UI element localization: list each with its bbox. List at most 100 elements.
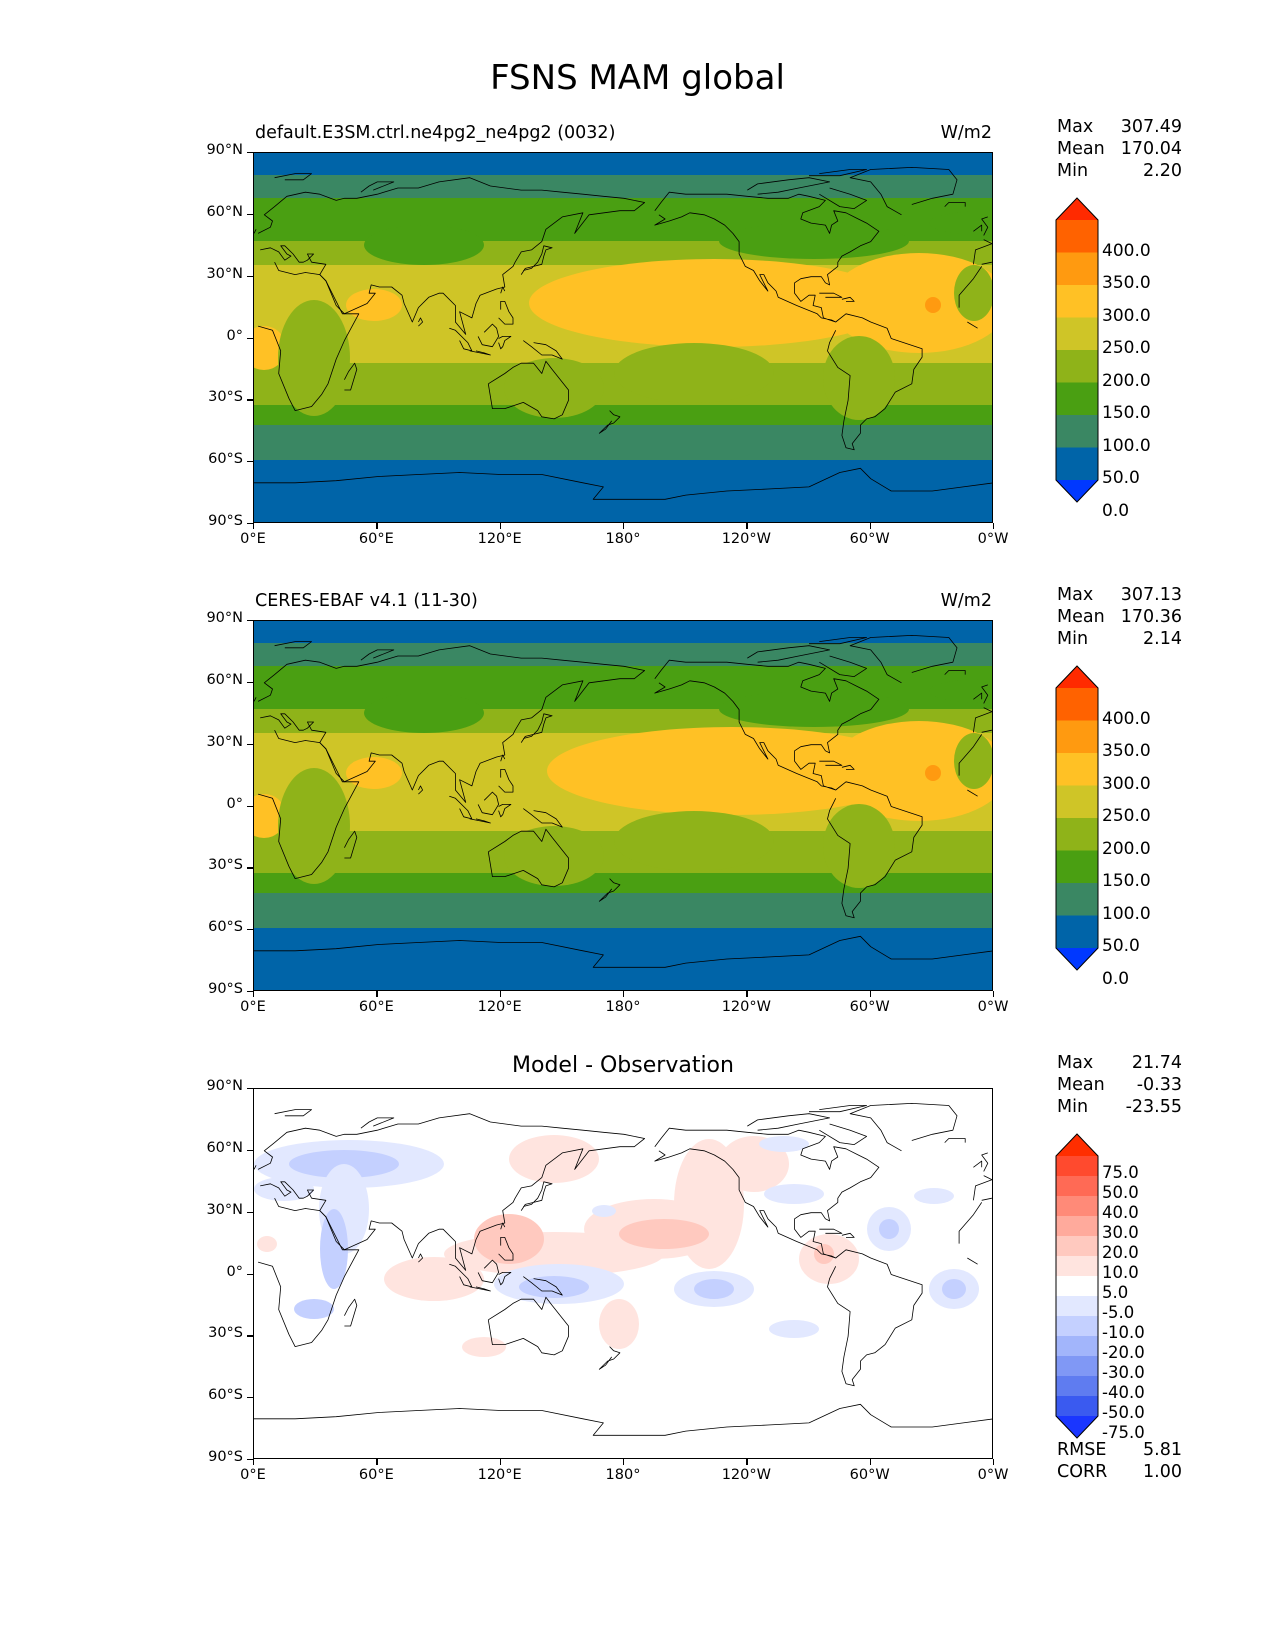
lon-tick [499,1459,501,1465]
lon-tick-label: 0°W [977,531,1009,547]
lat-tick [247,1149,253,1152]
lat-tick [247,991,253,993]
colorbar-tick-label: 50.0 [1102,936,1140,956]
stat-max-label: Max [1057,117,1094,137]
rmse-value: 5.81 [1143,1440,1182,1460]
stat-max-value: 307.13 [1120,585,1182,605]
panel-1-units: W/m2 [940,123,992,143]
lat-tick [247,152,253,154]
panel-3-colorbar: 75.0 50.0 40.0 30.0 20.0 10.0 5.0 -5.0 -10.0 -20.… [1054,1132,1145,1444]
lon-tick-label: 120°W [721,1467,771,1483]
lat-tick-label: 0° [226,327,243,344]
colorbar-tick-label: -50.0 [1102,1403,1145,1422]
lon-tick-label: 180° [605,531,641,547]
panel-3-subtitle: Model - Observation [512,1053,734,1078]
stat-mean-label: Mean [1057,1075,1105,1095]
colorbar-tick-label: -10.0 [1102,1323,1145,1342]
lat-tick [247,929,253,931]
lat-tick-label: 30°N [206,265,243,282]
lat-tick [247,1211,253,1213]
lon-tick-label: 180° [605,999,641,1015]
lon-tick [253,1459,255,1465]
colorbar-tick-label: 50.0 [1102,1183,1139,1202]
lat-tick-label: 90°S [208,1449,243,1465]
stat-max-label: Max [1057,1053,1094,1073]
lat-tick-label: 30°N [206,733,243,750]
lon-tick [623,523,625,529]
colorbar-tick-label: 150.0 [1102,871,1151,891]
lat-tick-label: 90°N [206,1078,243,1094]
lon-tick [993,991,995,997]
lon-tick [746,991,748,997]
lat-tick [247,743,253,745]
colorbar-tick-label: -30.0 [1102,1363,1145,1382]
lat-tick-label: 60°S [208,451,243,468]
colorbar-tick-label: 30.0 [1102,1223,1139,1242]
stat-max-value: 21.74 [1131,1053,1182,1073]
lat-tick-label: 60°N [206,1139,243,1156]
lat-tick [247,1459,253,1461]
panel-3-map [253,1088,993,1459]
stat-min-value: 2.20 [1143,161,1182,181]
colorbar-tick-label: 0.0 [1102,500,1130,521]
stat-mean-label: Mean [1057,139,1105,159]
lon-tick-label: 0°E [240,999,266,1015]
lon-tick-label: 60°E [358,999,394,1015]
colorbar-tick-label: 400.0 [1102,240,1151,261]
lat-tick [247,399,253,401]
lon-tick [869,523,871,529]
lon-tick [253,991,255,997]
lon-tick [993,1459,995,1465]
lat-tick-label: 0° [226,795,243,812]
panel-1-map [253,152,993,523]
lon-tick-label: 60°W [849,531,890,547]
lat-tick-label: 0° [226,1263,243,1280]
lon-tick [376,523,378,529]
panel-2-colorbar: 400.0 350.0 300.0 250.0 200.0 150.0 100.0 50.0 0… [1054,664,1151,989]
lat-tick-label: 60°N [206,671,243,688]
lon-tick [623,991,625,997]
lon-tick [376,991,378,997]
lat-tick-label: 90°N [206,610,243,626]
colorbar-tick-label: 250.0 [1102,338,1151,358]
lat-tick [247,1273,253,1275]
figure-title: FSNS MAM global [490,58,785,98]
lon-tick-label: 120°E [477,531,522,547]
panel-1-stats: Max 307.49 Mean 170.04 Min 2.20 [1057,116,1182,182]
stat-mean-value: 170.04 [1120,139,1182,159]
stat-max-label: Max [1057,585,1094,605]
stat-min-value: -23.55 [1125,1097,1182,1117]
lat-tick [247,523,253,525]
colorbar-svg [1055,197,1099,503]
lat-tick-label: 60°S [208,1387,243,1404]
colorbar-tick-label: 350.0 [1102,273,1151,293]
colorbar-tick-label: 150.0 [1102,403,1151,423]
stat-min-label: Min [1057,161,1089,181]
lat-tick-label: 60°S [208,919,243,936]
colorbar-tick-label: 300.0 [1102,305,1151,326]
colorbar-svg [1055,1133,1099,1439]
colorbar-tick-label: 10.0 [1102,1263,1139,1282]
lat-tick [247,1335,253,1337]
colorbar-tick-label: 200.0 [1102,370,1151,391]
stat-mean-value: -0.33 [1136,1075,1182,1095]
rmse-label: RMSE [1057,1440,1107,1460]
lon-tick [623,1459,625,1465]
lat-tick-label: 60°N [206,203,243,220]
stat-min-label: Min [1057,1097,1089,1117]
colorbar-tick-label: -40.0 [1102,1383,1145,1402]
lon-tick [746,523,748,529]
colorbar-tick-label: 0.0 [1102,968,1130,989]
lon-tick-label: 120°E [477,999,522,1015]
colorbar-tick-label: 300.0 [1102,773,1151,794]
lon-tick-label: 0°W [977,999,1009,1015]
lon-tick-label: 60°W [849,1467,890,1483]
lat-tick [247,805,253,807]
lon-tick [746,1459,748,1465]
lon-tick-label: 180° [605,1467,641,1483]
stat-min-value: 2.14 [1143,629,1182,649]
lon-tick-label: 0°E [240,1467,266,1483]
stat-mean-label: Mean [1057,607,1105,627]
lat-tick-label: 90°N [206,142,243,158]
lon-tick [869,1459,871,1465]
